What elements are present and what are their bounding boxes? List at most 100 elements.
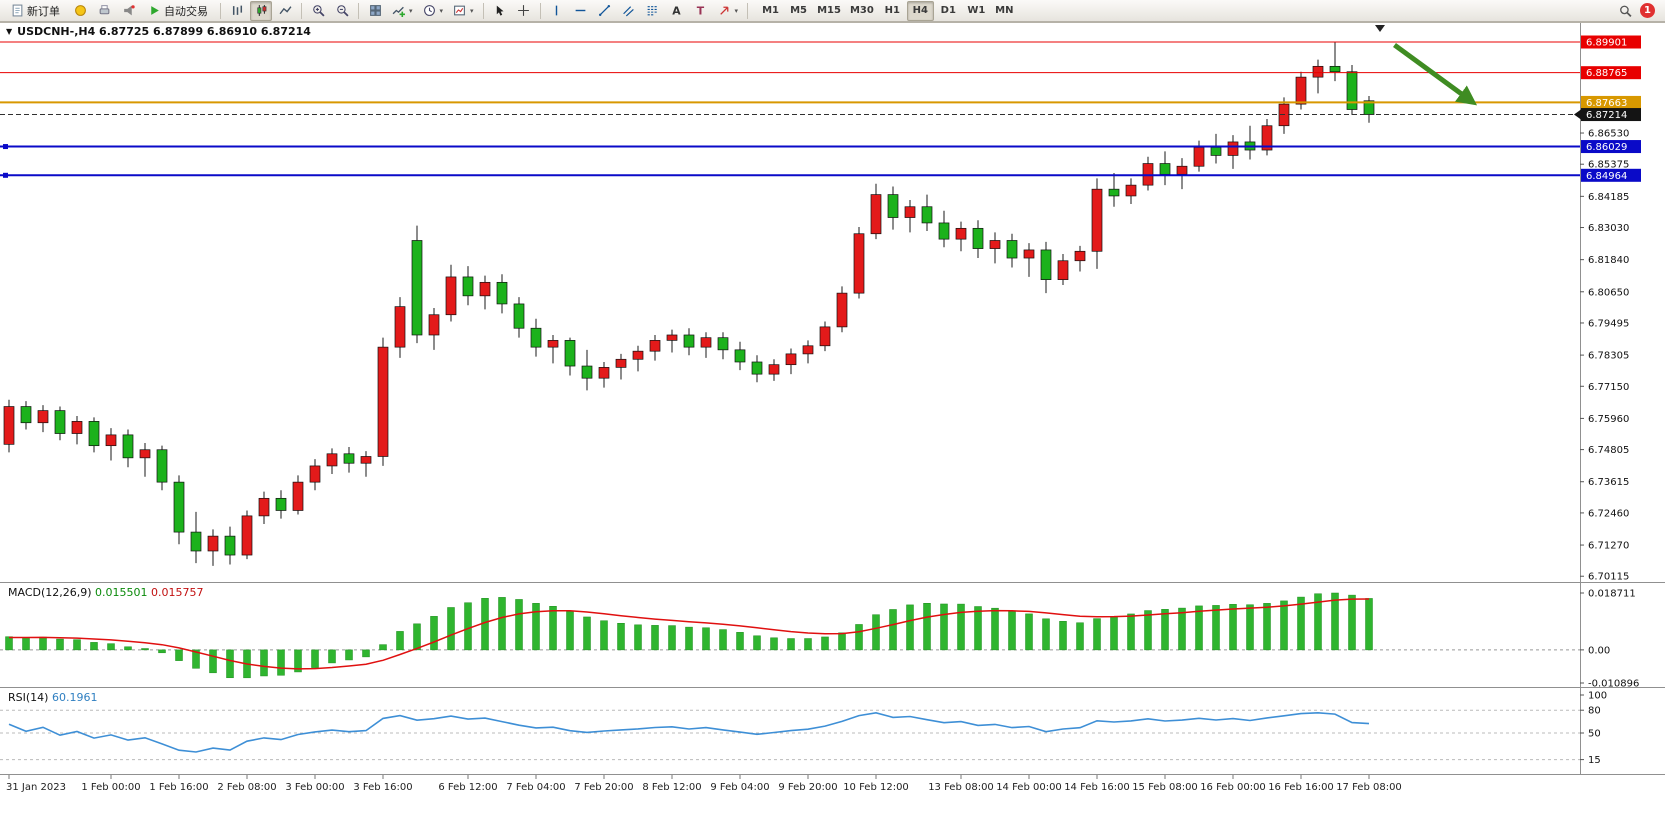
print-button[interactable]	[93, 1, 115, 21]
timeframe-h4-button[interactable]: H4	[906, 0, 934, 21]
cursor-button[interactable]	[489, 1, 511, 21]
time-axis-label: 8 Feb 12:00	[642, 782, 701, 793]
timeframe-m30-button[interactable]: M30	[846, 1, 878, 21]
macd-histogram	[5, 592, 1373, 679]
indicators-icon	[392, 4, 405, 17]
tile-windows-button[interactable]	[364, 1, 386, 21]
time-axis-label: 7 Feb 20:00	[574, 782, 633, 793]
time-axis-label: 16 Feb 16:00	[1268, 782, 1334, 793]
zoom-out-button[interactable]	[331, 1, 353, 21]
channel-icon	[622, 4, 635, 17]
svg-text:6.89901: 6.89901	[1586, 38, 1627, 49]
time-axis-label: 10 Feb 12:00	[843, 782, 909, 793]
candlestick-chart-button[interactable]	[250, 0, 272, 21]
trend-arrow-annotation[interactable]	[1393, 42, 1478, 106]
bar-chart-button[interactable]	[226, 1, 248, 21]
clock-icon	[423, 4, 436, 17]
current-price-tag: 6.87214	[1574, 108, 1641, 122]
line-chart-icon	[279, 4, 292, 17]
svg-text:6.87663: 6.87663	[1586, 98, 1627, 109]
svg-text:A: A	[672, 4, 681, 17]
toolbar-right-group: 1	[1619, 3, 1661, 18]
periods-button[interactable]: ▾	[419, 1, 448, 21]
chart-window[interactable]: ▼ USDCNH-,H4 6.87725 6.87899 6.86910 6.8…	[0, 22, 1665, 837]
price-axis-label: 6.71270	[1588, 541, 1629, 552]
indicators-button[interactable]: ▾	[388, 1, 417, 21]
zoom-out-icon	[336, 4, 349, 17]
svg-text:6.84964: 6.84964	[1586, 171, 1627, 182]
timeframe-d1-button[interactable]: D1	[935, 1, 962, 21]
timeframe-mn-button[interactable]: MN	[991, 1, 1018, 21]
price-axis[interactable]: 6.86530 6.85375 6.84185 6.83030 6.81840 6.806…	[1574, 22, 1641, 774]
price-tag: 6.86029	[1581, 140, 1641, 154]
dropdown-arrow-icon: ▾	[439, 6, 444, 15]
collapse-triangle-icon[interactable]: ▼	[6, 26, 13, 36]
timeframe-w1-button[interactable]: W1	[963, 1, 990, 21]
time-axis-label: 7 Feb 04:00	[506, 782, 565, 793]
toolbar-separator	[220, 2, 221, 19]
svg-text:6.88765: 6.88765	[1586, 68, 1627, 79]
autotrade-button[interactable]: 自动交易	[141, 1, 215, 21]
arrow-object-icon	[718, 4, 731, 17]
price-axis-label: 6.70115	[1588, 572, 1629, 583]
alerts-button[interactable]	[117, 1, 139, 21]
chart-title: ▼ USDCNH-,H4 6.87725 6.87899 6.86910 6.8…	[6, 25, 311, 38]
price-axis-label: 6.83030	[1588, 223, 1629, 234]
autotrade-label: 自动交易	[164, 4, 208, 18]
new-order-icon	[11, 4, 24, 17]
timeframe-m1-button[interactable]: M1	[757, 1, 784, 21]
timeframe-m5-button[interactable]: M5	[785, 1, 812, 21]
main-toolbar: 新订单 自动交易	[0, 0, 1665, 22]
price-tag: 6.87663	[1581, 95, 1641, 109]
text-label-button[interactable]: T	[690, 1, 712, 21]
new-order-button[interactable]: 新订单	[4, 1, 67, 21]
chart-canvas[interactable]: 6.86530 6.85375 6.84185 6.83030 6.81840 6.806…	[0, 22, 1665, 837]
time-axis-label: 15 Feb 08:00	[1132, 782, 1198, 793]
candlestick-series	[3, 42, 1375, 566]
macd-signal-line	[9, 598, 1370, 670]
notification-badge[interactable]: 1	[1640, 3, 1655, 18]
crosshair-button[interactable]	[513, 1, 535, 21]
zoom-in-icon	[312, 4, 325, 17]
dropdown-arrow-icon: ▾	[409, 6, 413, 15]
new-order-label: 新订单	[27, 4, 60, 18]
time-axis-label: 14 Feb 16:00	[1064, 782, 1130, 793]
line-handle[interactable]	[3, 172, 8, 178]
toolbar-separator	[747, 2, 749, 19]
price-axis-label: 6.74805	[1588, 445, 1629, 456]
toolbar-separator	[358, 2, 359, 19]
text-button[interactable]: A	[666, 1, 688, 21]
timeframe-h1-button[interactable]: H1	[879, 1, 906, 21]
dropdown-arrow-icon: ▾	[734, 6, 739, 15]
autotrade-play-icon	[148, 4, 161, 17]
time-axis-label: 6 Feb 12:00	[438, 782, 497, 793]
vertical-line-icon	[550, 4, 563, 17]
line-chart-button[interactable]	[274, 1, 296, 21]
equidistant-channel-button[interactable]	[618, 1, 640, 21]
price-tag: 6.89901	[1581, 35, 1641, 49]
template-chart-icon	[453, 4, 466, 17]
rsi-axis-label: 15	[1588, 755, 1601, 766]
chart-title-text: USDCNH-,H4 6.87725 6.87899 6.86910 6.872…	[17, 25, 311, 38]
timeframe-m15-button[interactable]: M15	[813, 1, 845, 21]
zoom-in-button[interactable]	[307, 1, 329, 21]
market-button[interactable]	[69, 1, 91, 21]
search-icon[interactable]	[1619, 4, 1632, 17]
price-axis-label: 6.85375	[1588, 160, 1629, 171]
vertical-line-button[interactable]	[546, 1, 568, 21]
time-axis-label: 2 Feb 08:00	[217, 782, 276, 793]
svg-text:T: T	[697, 4, 705, 17]
chart-shift-marker[interactable]	[1375, 25, 1385, 32]
fibonacci-button[interactable]	[642, 1, 664, 21]
horizontal-line-button[interactable]	[570, 1, 592, 21]
price-axis-label: 6.78305	[1588, 351, 1629, 362]
templates-button[interactable]: ▾	[449, 1, 478, 21]
macd-axis-label: 0.00	[1588, 645, 1610, 656]
time-axis[interactable]: 31 Jan 2023 1 Feb 00:00 1 Feb 16:00 2 Feb 0…	[6, 774, 1402, 794]
arrows-button[interactable]: ▾	[714, 1, 743, 21]
dropdown-arrow-icon: ▾	[470, 6, 474, 15]
trendline-button[interactable]	[594, 1, 616, 21]
time-axis-label: 1 Feb 16:00	[149, 782, 208, 793]
line-handle[interactable]	[3, 144, 8, 150]
